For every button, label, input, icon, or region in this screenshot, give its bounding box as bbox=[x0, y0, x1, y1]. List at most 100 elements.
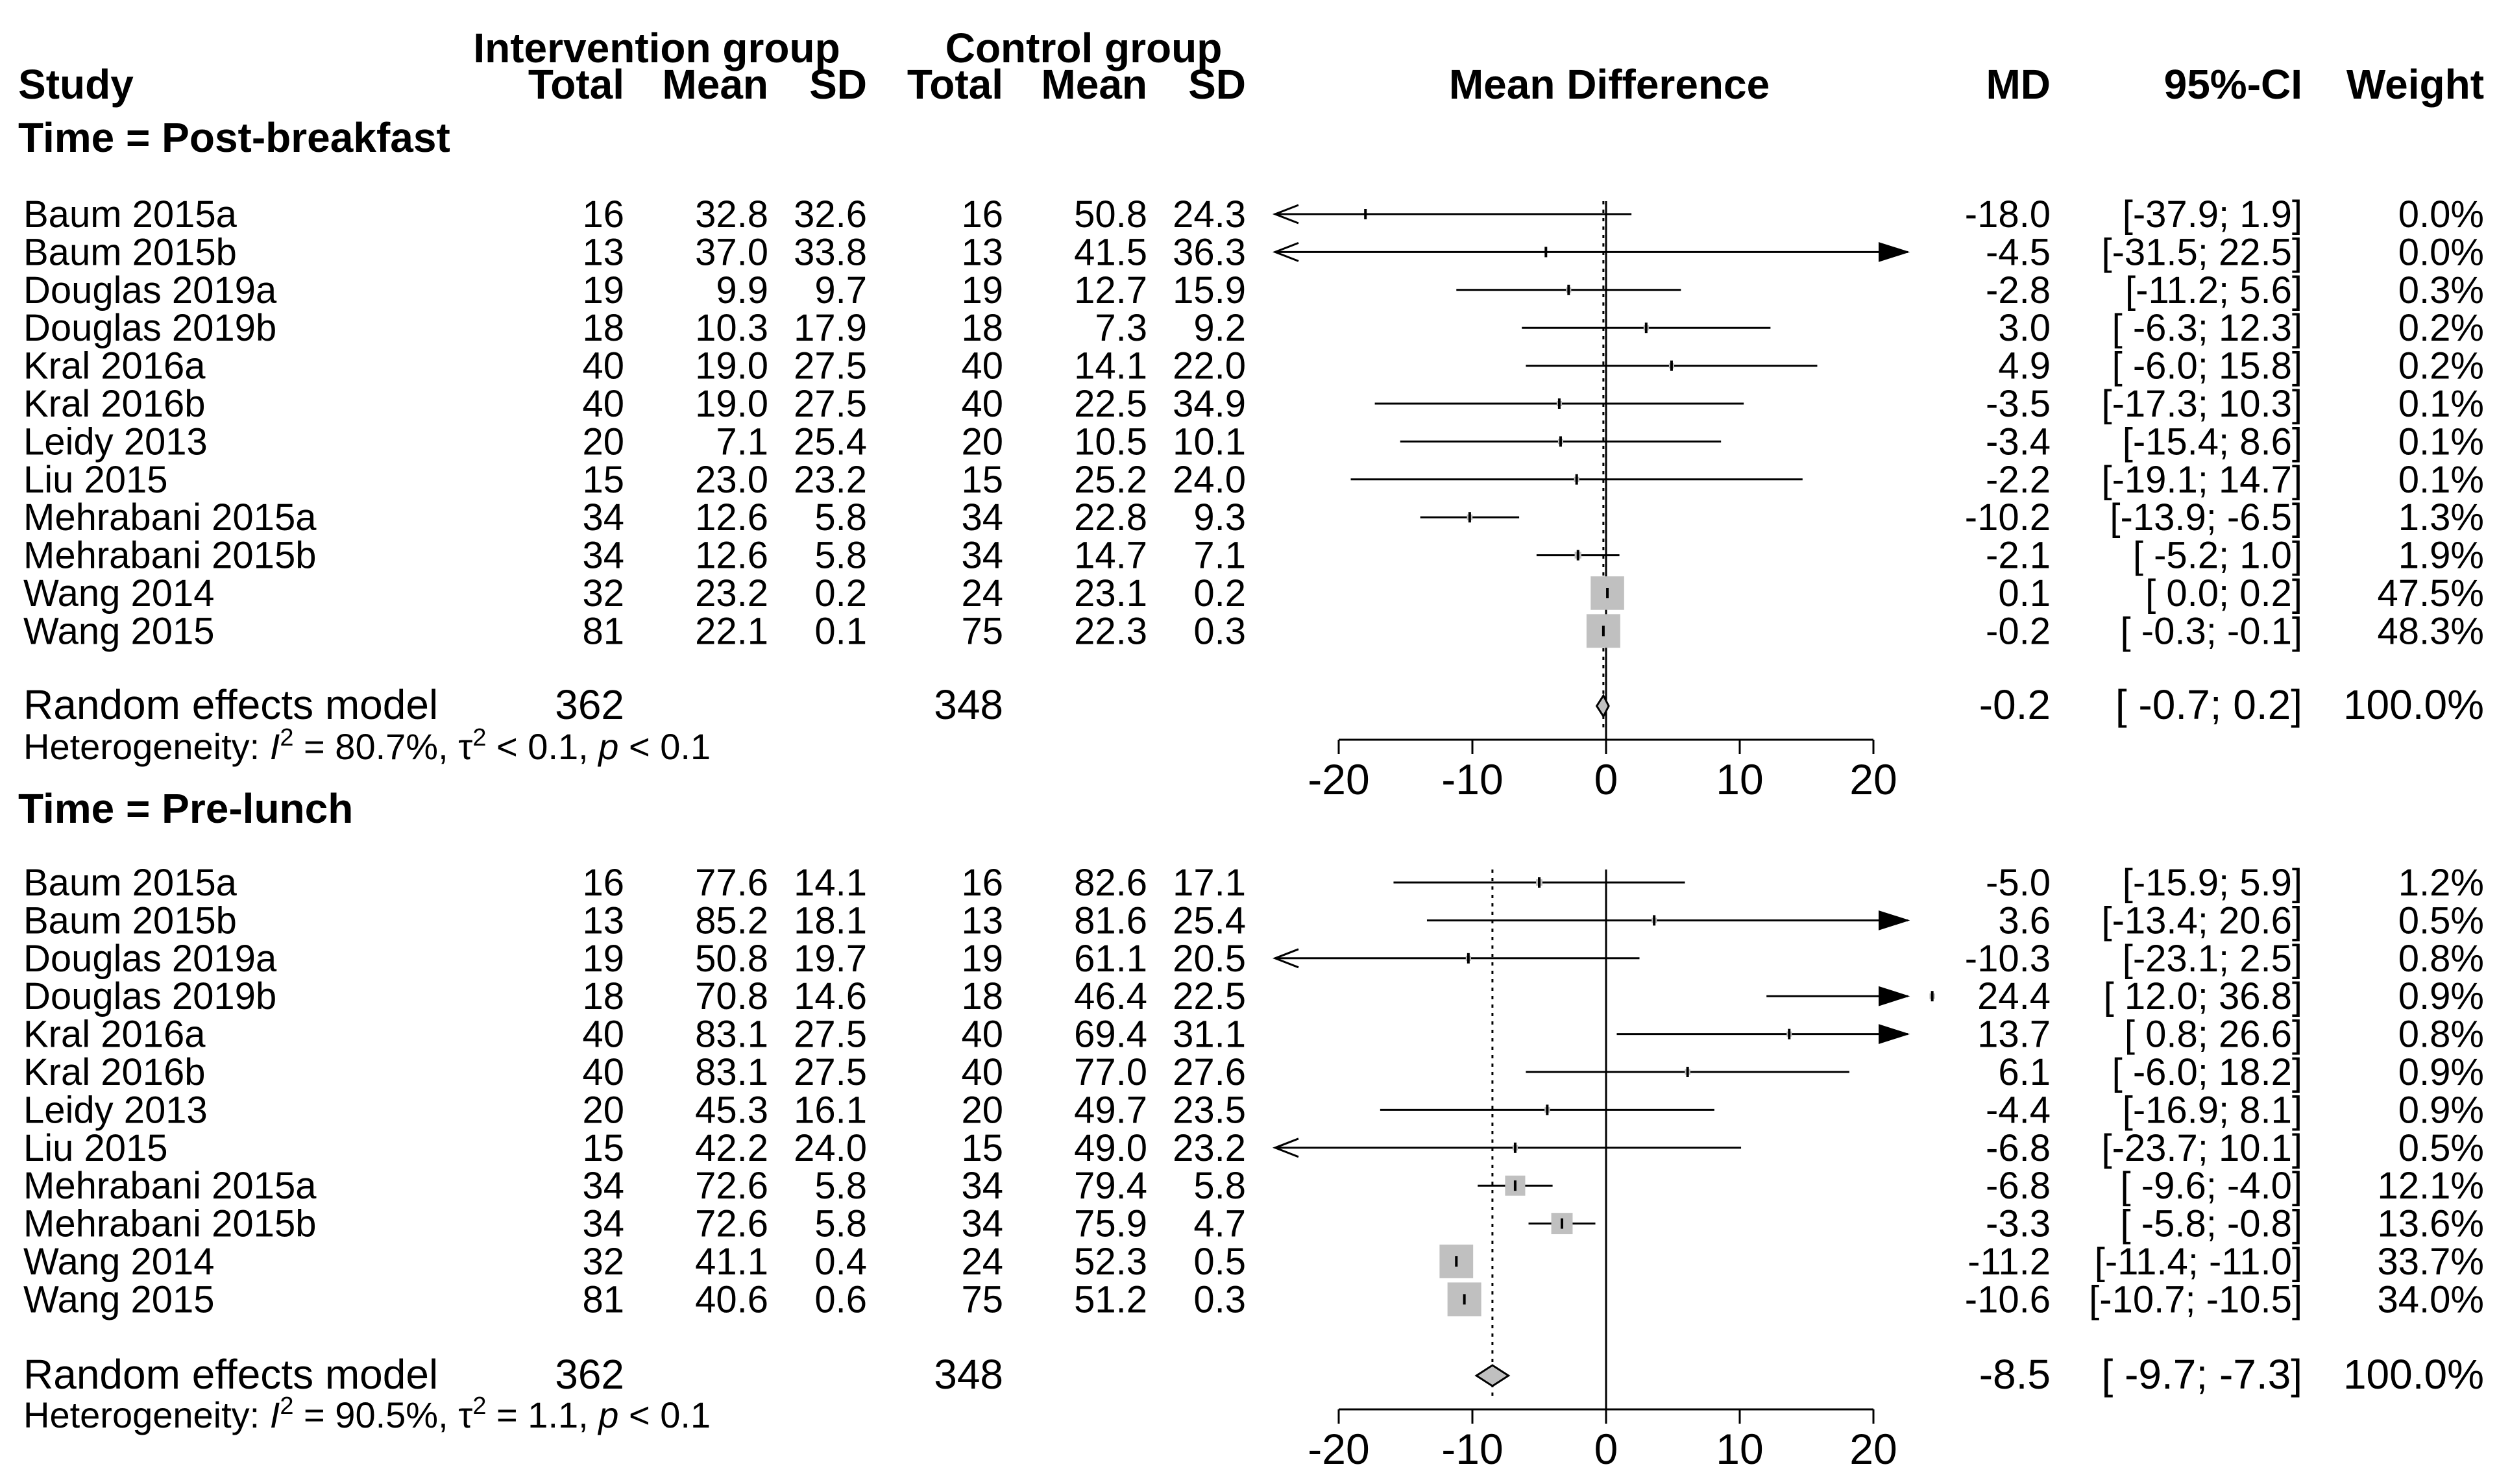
header-intervention-sd: SD bbox=[809, 61, 867, 108]
control-mean: 77.0 bbox=[1074, 1051, 1147, 1093]
intervention-total: 18 bbox=[582, 307, 624, 349]
study-name: Douglas 2019b bbox=[23, 307, 276, 349]
study-name: Liu 2015 bbox=[23, 459, 168, 501]
control-total: 19 bbox=[961, 938, 1003, 980]
heterogeneity-tau-val: < 0.1, bbox=[486, 726, 598, 767]
study-name: Kral 2016b bbox=[23, 1051, 206, 1093]
study-name: Baum 2015a bbox=[23, 193, 238, 236]
heterogeneity-p: p bbox=[597, 1394, 618, 1435]
intervention-mean: 83.1 bbox=[695, 1014, 768, 1056]
heterogeneity-tau: τ bbox=[458, 1394, 472, 1435]
summary-row: Random effects model 362 348 -0.2 [ -0.7; 0.… bbox=[23, 681, 2484, 728]
md-value: -6.8 bbox=[1986, 1165, 2051, 1207]
md-value: -2.8 bbox=[1986, 269, 2051, 311]
study-row: Wang 2015 81 40.6 0.6 75 51.2 0.3 -10.6 [-10.7; … bbox=[23, 1278, 2484, 1320]
study-row: Kral 2016a 40 83.1 27.5 40 69.4 31.1 13.7 [ 0.8;… bbox=[23, 1014, 2484, 1056]
control-total: 18 bbox=[961, 975, 1003, 1017]
summary-intervention-total: 362 bbox=[555, 681, 624, 728]
intervention-total: 20 bbox=[582, 420, 624, 463]
control-mean: 69.4 bbox=[1074, 1014, 1147, 1056]
header-control-group: Control group bbox=[945, 25, 1223, 71]
intervention-mean: 37.0 bbox=[695, 231, 768, 273]
control-mean: 52.3 bbox=[1074, 1241, 1147, 1283]
weight-value: 34.0% bbox=[2378, 1278, 2484, 1320]
intervention-mean: 83.1 bbox=[695, 1051, 768, 1093]
md-value: -0.2 bbox=[1986, 610, 2051, 652]
weight-value: 33.7% bbox=[2378, 1241, 2484, 1283]
weight-value: 0.5% bbox=[2398, 899, 2484, 942]
control-mean: 61.1 bbox=[1074, 938, 1147, 980]
heterogeneity-tau-exp: 2 bbox=[472, 724, 486, 751]
header-mean-difference: Mean Difference bbox=[1449, 61, 1770, 108]
study-row: Baum 2015b 13 85.2 18.1 13 81.6 25.4 3.6 [-13.4;… bbox=[23, 899, 2484, 942]
control-mean: 49.0 bbox=[1074, 1127, 1147, 1169]
subgroup-label: Time = Pre-lunch bbox=[18, 785, 353, 832]
md-value: -2.1 bbox=[1986, 535, 2051, 577]
heterogeneity-i2: I bbox=[270, 726, 280, 767]
control-total: 24 bbox=[961, 572, 1003, 614]
ci-value: [-23.1; 2.5] bbox=[2123, 938, 2302, 980]
header-control-sd: SD bbox=[1188, 61, 1246, 108]
intervention-sd: 14.6 bbox=[794, 975, 867, 1017]
ci-value: [ -0.3; -0.1] bbox=[2121, 610, 2302, 652]
control-total: 34 bbox=[961, 535, 1003, 577]
study-name: Liu 2015 bbox=[23, 1127, 168, 1169]
weight-value: 1.9% bbox=[2398, 535, 2484, 577]
study-row: Baum 2015a 16 32.8 32.6 16 50.8 24.3 -18.0 [-37.… bbox=[23, 193, 2484, 236]
heterogeneity-p-val: < 0.1 bbox=[618, 726, 711, 767]
md-value: -3.4 bbox=[1986, 420, 2051, 463]
header-intervention-total: Total bbox=[528, 61, 624, 108]
intervention-sd: 25.4 bbox=[794, 420, 867, 463]
ci-value: [-10.7; -10.5] bbox=[2089, 1278, 2302, 1320]
weight-value: 0.0% bbox=[2398, 193, 2484, 236]
weight-value: 1.3% bbox=[2398, 496, 2484, 539]
ci-value: [ -6.3; 12.3] bbox=[2112, 307, 2302, 349]
ci-value: [-23.7; 10.1] bbox=[2101, 1127, 2302, 1169]
control-mean: 49.7 bbox=[1074, 1089, 1147, 1131]
intervention-mean: 7.1 bbox=[716, 420, 768, 463]
subgroup-pre-lunch: Time = Pre-lunch Baum 2015a 16 77.6 14.1 16 82… bbox=[18, 785, 2484, 1473]
ci-value: [ 0.0; 0.2] bbox=[2145, 572, 2302, 614]
control-sd: 7.1 bbox=[1193, 535, 1246, 577]
md-value: -2.2 bbox=[1986, 459, 2051, 501]
md-value: 4.9 bbox=[1998, 345, 2051, 387]
study-row: Leidy 2013 20 7.1 25.4 20 10.5 10.1 -3.4 [-15.4;… bbox=[23, 420, 2484, 463]
control-total: 15 bbox=[961, 459, 1003, 501]
intervention-sd: 27.5 bbox=[794, 1051, 867, 1093]
control-sd: 0.3 bbox=[1193, 1278, 1246, 1320]
control-total: 15 bbox=[961, 1127, 1003, 1169]
control-sd: 0.5 bbox=[1193, 1241, 1246, 1283]
ci-value: [ -5.2; 1.0] bbox=[2133, 535, 2302, 577]
ci-value: [-11.4; -11.0] bbox=[2095, 1241, 2302, 1283]
intervention-total: 15 bbox=[582, 459, 624, 501]
control-sd: 0.3 bbox=[1193, 610, 1246, 652]
intervention-mean: 23.2 bbox=[695, 572, 768, 614]
study-row: Douglas 2019a 19 9.9 9.7 19 12.7 15.9 -2.8 [-11.… bbox=[23, 269, 2484, 311]
ci-arrow-right bbox=[1879, 1024, 1910, 1044]
intervention-total: 16 bbox=[582, 862, 624, 904]
control-mean: 50.8 bbox=[1074, 193, 1147, 236]
weight-value: 0.1% bbox=[2398, 459, 2484, 501]
study-row: Mehrabani 2015b 34 72.6 5.8 34 75.9 4.7 -3.3 [ -… bbox=[23, 1203, 2484, 1245]
md-value: 3.6 bbox=[1998, 899, 2051, 942]
ci-value: [-19.1; 14.7] bbox=[2101, 459, 2302, 501]
weight-value: 13.6% bbox=[2378, 1203, 2484, 1245]
intervention-mean: 42.2 bbox=[695, 1127, 768, 1169]
intervention-sd: 19.7 bbox=[794, 938, 867, 980]
weight-value: 0.8% bbox=[2398, 938, 2484, 980]
control-mean: 12.7 bbox=[1074, 269, 1147, 311]
study-row: Kral 2016b 40 19.0 27.5 40 22.5 34.9 -3.5 [-17.3… bbox=[23, 383, 2484, 425]
weight-value: 0.9% bbox=[2398, 1051, 2484, 1093]
ci-value: [ -5.8; -0.8] bbox=[2121, 1203, 2302, 1245]
header-ci: 95%-CI bbox=[2164, 61, 2302, 108]
ci-arrow-right bbox=[1879, 910, 1910, 931]
control-total: 20 bbox=[961, 1089, 1003, 1131]
weight-value: 12.1% bbox=[2378, 1165, 2484, 1207]
study-row: Douglas 2019b 18 10.3 17.9 18 7.3 9.2 3.0 [ -6.3… bbox=[23, 307, 2484, 349]
intervention-mean: 72.6 bbox=[695, 1203, 768, 1245]
ci-value: [ -6.0; 18.2] bbox=[2112, 1051, 2302, 1093]
ci-value: [-37.9; 1.9] bbox=[2123, 193, 2302, 236]
weight-value: 0.9% bbox=[2398, 1089, 2484, 1131]
